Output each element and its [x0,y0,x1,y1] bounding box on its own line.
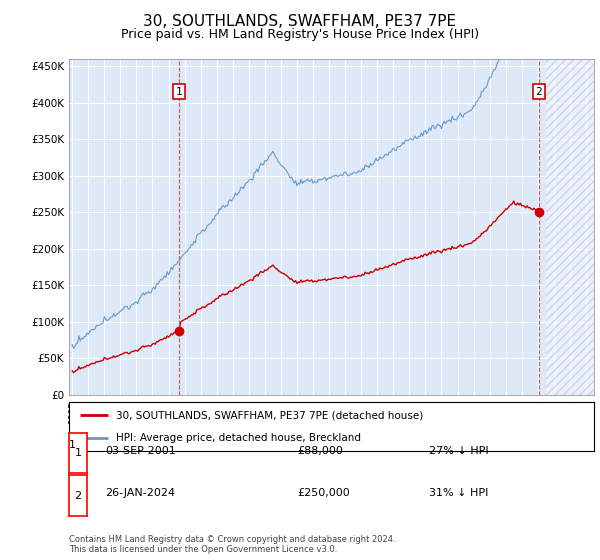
Text: 30, SOUTHLANDS, SWAFFHAM, PE37 7PE (detached house): 30, SOUTHLANDS, SWAFFHAM, PE37 7PE (deta… [116,410,424,421]
Text: Price paid vs. HM Land Registry's House Price Index (HPI): Price paid vs. HM Land Registry's House … [121,28,479,41]
Text: 1: 1 [68,440,76,450]
Text: 26-JAN-2024: 26-JAN-2024 [105,488,175,498]
Text: £250,000: £250,000 [297,488,350,498]
Text: £88,000: £88,000 [297,446,343,456]
Text: 2: 2 [74,491,82,501]
Bar [546,59,594,395]
Text: 03-SEP-2001: 03-SEP-2001 [105,446,176,456]
Bar [546,59,594,395]
Text: HPI: Average price, detached house, Breckland: HPI: Average price, detached house, Brec… [116,433,361,444]
Text: 27% ↓ HPI: 27% ↓ HPI [429,446,488,456]
Text: 30, SOUTHLANDS, SWAFFHAM, PE37 7PE: 30, SOUTHLANDS, SWAFFHAM, PE37 7PE [143,14,457,29]
Text: 2: 2 [536,87,542,97]
Text: 1: 1 [176,87,182,97]
Text: 1: 1 [74,448,82,458]
Text: Contains HM Land Registry data © Crown copyright and database right 2024.
This d: Contains HM Land Registry data © Crown c… [69,535,395,554]
Text: 31% ↓ HPI: 31% ↓ HPI [429,488,488,498]
